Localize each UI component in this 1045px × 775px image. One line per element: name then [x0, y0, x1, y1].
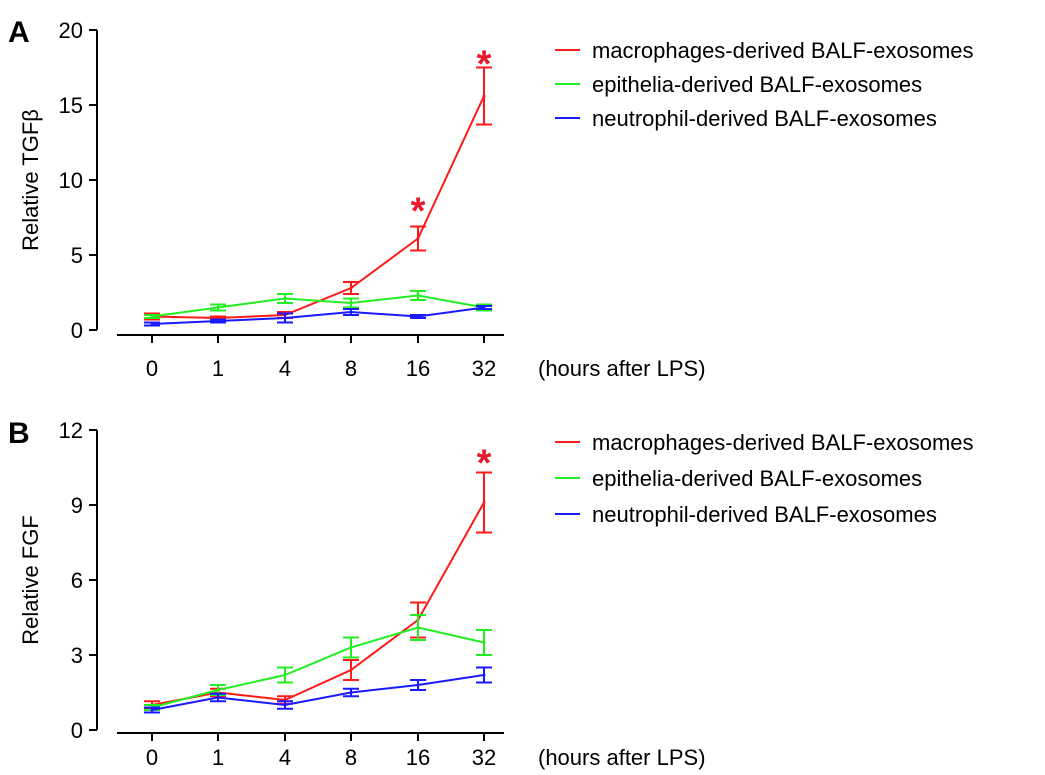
x-tick-label: 32	[472, 356, 496, 381]
y-tick-label: 0	[71, 318, 83, 343]
data-point	[482, 641, 486, 644]
x-tick-label: 16	[406, 356, 430, 381]
legend-entry: epithelia-derived BALF-exosomes	[592, 72, 922, 97]
series-1	[144, 614, 492, 711]
x-tick-label: 32	[472, 745, 496, 770]
series-line	[151, 502, 485, 706]
y-tick-label: 3	[71, 643, 83, 668]
data-point	[482, 501, 486, 504]
data-point	[349, 301, 353, 305]
series-1	[144, 290, 492, 319]
data-point	[482, 94, 486, 98]
series-2	[144, 305, 492, 327]
x-axis-label: (hours after LPS)	[538, 745, 706, 770]
data-point	[283, 703, 287, 707]
legend-entry: macrophages-derived BALF-exosomes	[592, 38, 974, 63]
data-point	[283, 297, 287, 300]
x-tick-label: 8	[345, 745, 357, 770]
significance-marker: *	[477, 44, 492, 86]
y-tick-label: 12	[59, 418, 83, 443]
data-point	[150, 708, 154, 712]
y-tick-label: 10	[59, 168, 83, 193]
y-tick-label: 0	[71, 718, 83, 743]
legend-entry: neutrophil-derived BALF-exosomes	[592, 106, 937, 131]
x-axis-label: (hours after LPS)	[538, 356, 706, 381]
panel-label: A	[8, 16, 30, 49]
legend: macrophages-derived BALF-exosomes epithel…	[555, 430, 974, 527]
x-tick-label: 4	[279, 356, 291, 381]
y-tick-label: 15	[59, 93, 83, 118]
x-tick-label: 4	[279, 745, 291, 770]
x-tick-label: 16	[406, 745, 430, 770]
data-point	[349, 668, 353, 672]
legend-entry: macrophages-derived BALF-exosomes	[592, 430, 974, 455]
data-point	[482, 306, 486, 309]
y-tick-label: 9	[71, 493, 83, 518]
significance-marker: *	[477, 443, 492, 485]
data-point	[150, 315, 154, 318]
data-point	[416, 626, 420, 629]
panel-a: A 0 5 10 15 20 Relative TGFβ 0 1 4 8 16 32 (hours aft…	[8, 16, 974, 381]
data-point	[216, 696, 220, 699]
series-line	[151, 626, 485, 709]
data-point	[283, 673, 287, 677]
data-point	[150, 322, 154, 326]
y-tick-label: 6	[71, 568, 83, 593]
series-line	[151, 674, 485, 711]
series-0	[144, 66, 492, 321]
series-line	[151, 306, 485, 325]
data-point	[349, 286, 353, 290]
data-point	[283, 316, 287, 320]
data-point	[216, 688, 220, 692]
significance-marker: *	[411, 191, 426, 233]
data-point	[216, 319, 220, 323]
data-point	[216, 306, 220, 309]
legend-entry: neutrophil-derived BALF-exosomes	[592, 502, 937, 527]
panel-label: B	[8, 417, 30, 450]
series-2	[144, 666, 492, 714]
data-point	[416, 315, 420, 318]
x-tick-label: 0	[146, 356, 158, 381]
y-axis-label: Relative FGF	[18, 515, 43, 645]
data-point	[349, 691, 353, 694]
data-point	[416, 683, 420, 687]
data-point	[349, 646, 353, 649]
data-point	[349, 310, 353, 314]
data-point	[416, 237, 420, 240]
y-tick-label: 20	[59, 18, 83, 43]
series-line	[151, 95, 485, 320]
panel-b: B 0 3 6 9 12 Relative FGF 0 1 4 8 16 32 (hours after …	[8, 417, 974, 770]
x-tick-label: 1	[212, 356, 224, 381]
series-line	[151, 294, 485, 318]
series-0	[144, 471, 492, 710]
legend: macrophages-derived BALF-exosomes epithel…	[555, 38, 974, 131]
x-tick-label: 0	[146, 745, 158, 770]
y-tick-label: 5	[71, 243, 83, 268]
y-axis-label: Relative TGFβ	[18, 109, 43, 251]
data-point	[482, 673, 486, 677]
x-tick-label: 8	[345, 356, 357, 381]
x-tick-label: 1	[212, 745, 224, 770]
data-point	[416, 294, 420, 297]
legend-entry: epithelia-derived BALF-exosomes	[592, 466, 922, 491]
